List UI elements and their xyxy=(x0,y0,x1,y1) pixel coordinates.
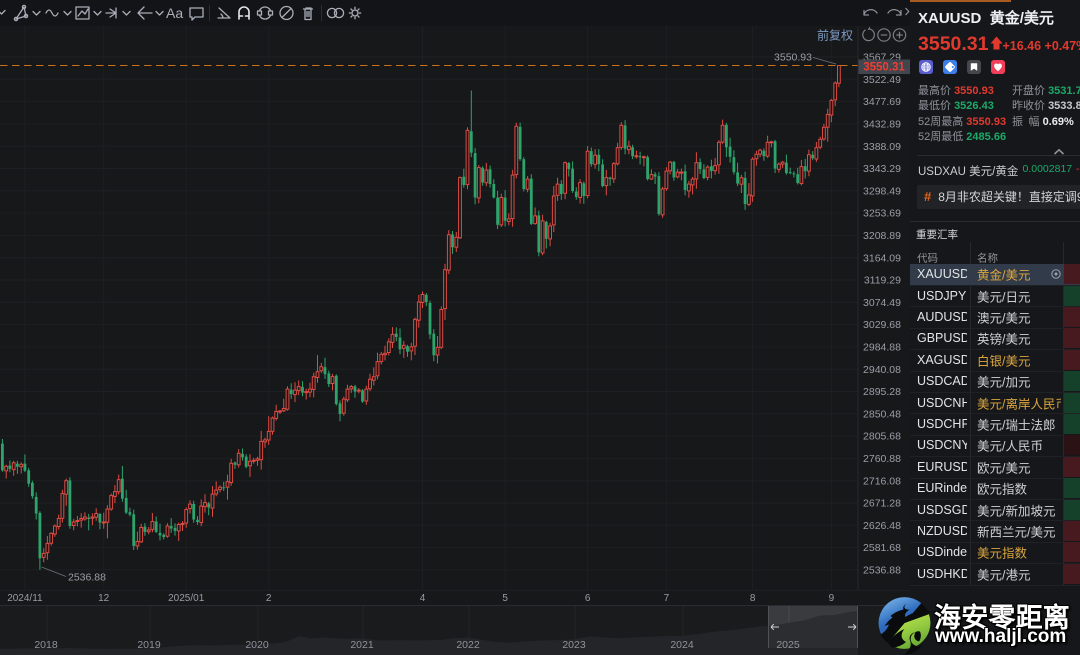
svg-text:3164.09: 3164.09 xyxy=(863,252,901,264)
svg-text:3432.89: 3432.89 xyxy=(863,119,901,131)
svg-text:2536.88: 2536.88 xyxy=(863,565,901,577)
svg-text:3119.29: 3119.29 xyxy=(864,275,901,287)
svg-text:2805.68: 2805.68 xyxy=(863,431,901,443)
svg-text:3522.49: 3522.49 xyxy=(863,74,901,86)
svg-text:2984.88: 2984.88 xyxy=(863,342,901,354)
svg-text:2536.88: 2536.88 xyxy=(68,572,106,584)
svg-text:3477.69: 3477.69 xyxy=(863,96,901,108)
svg-text:3074.49: 3074.49 xyxy=(863,297,901,309)
svg-text:3298.49: 3298.49 xyxy=(863,185,901,197)
svg-text:2581.68: 2581.68 xyxy=(863,542,901,554)
svg-text:3550.31: 3550.31 xyxy=(863,62,905,74)
svg-text:2940.08: 2940.08 xyxy=(863,364,901,376)
svg-text:前复权: 前复权 xyxy=(817,28,853,43)
svg-text:2671.28: 2671.28 xyxy=(863,498,901,510)
svg-text:3208.89: 3208.89 xyxy=(863,230,901,242)
svg-text:3550.93: 3550.93 xyxy=(774,52,812,64)
svg-text:2760.88: 2760.88 xyxy=(863,453,901,465)
svg-text:Aa: Aa xyxy=(166,5,183,21)
svg-text:2850.48: 2850.48 xyxy=(863,408,901,420)
svg-text:2626.48: 2626.48 xyxy=(863,520,901,532)
svg-text:2895.28: 2895.28 xyxy=(863,386,901,398)
svg-text:3253.69: 3253.69 xyxy=(863,208,901,220)
svg-text:3029.68: 3029.68 xyxy=(863,319,901,331)
svg-text:3388.09: 3388.09 xyxy=(863,141,901,153)
svg-text:3343.29: 3343.29 xyxy=(863,163,901,175)
svg-text:2716.08: 2716.08 xyxy=(863,475,901,487)
